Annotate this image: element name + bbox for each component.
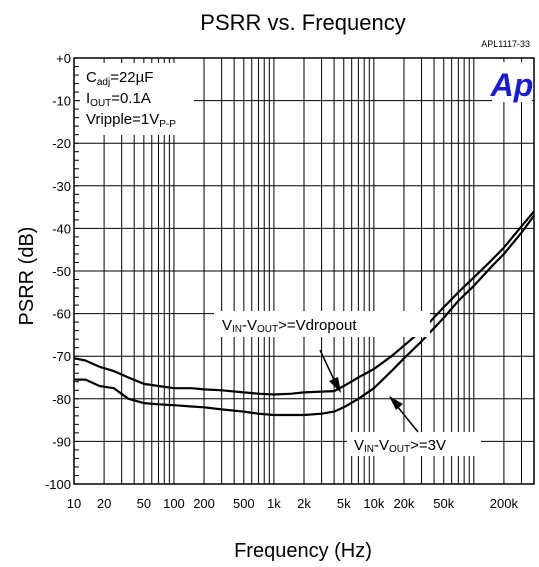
y-axis-label: PSRR (dB) bbox=[16, 227, 38, 326]
y-tick-label: -20 bbox=[52, 136, 71, 151]
annotation-dropout-arrow bbox=[319, 349, 336, 383]
y-tick-labels: +0 -10 -20 -30 -40 -50 -60 -70 -80 -90 -100 bbox=[45, 51, 71, 492]
x-tick-label: 500 bbox=[233, 496, 255, 511]
plot-frame bbox=[73, 57, 535, 485]
series-line-1 bbox=[73, 210, 535, 396]
y-tick-label: -10 bbox=[52, 94, 71, 109]
x-tick-label: 10 bbox=[67, 496, 81, 511]
x-tick-label: 50 bbox=[137, 496, 151, 511]
condition-vripple: Vripple=1VP-P bbox=[86, 111, 176, 130]
x-tick-label: 10k bbox=[363, 496, 384, 511]
annotation-3v-box bbox=[347, 432, 481, 456]
x-axis-label: Frequency (Hz) bbox=[234, 540, 372, 562]
y-tick-label: -30 bbox=[52, 179, 71, 194]
y-tick-label: -90 bbox=[52, 434, 71, 449]
x-tick-label: 200 bbox=[193, 496, 215, 511]
x-tick-label: 50k bbox=[433, 496, 454, 511]
series-line-2 bbox=[74, 214, 535, 417]
condition-iout: IOUT=0.1A bbox=[86, 90, 151, 109]
condition-cadj: Cadj=22µF bbox=[86, 69, 153, 88]
x-tick-label: 1k bbox=[267, 496, 281, 511]
company-logo: Ap bbox=[490, 67, 534, 103]
figure-ref: APL1117-33 bbox=[481, 39, 530, 49]
x-tick-label: 2k bbox=[297, 496, 311, 511]
annotation-3v-arrow bbox=[396, 405, 419, 433]
x-tick-labels: 10 20 50 100 200 500 1k 2k 5k 10k 20k 50k 200k bbox=[67, 496, 519, 511]
x-tick-label: 20k bbox=[393, 496, 414, 511]
annotation-dropout-arrowhead bbox=[329, 377, 341, 393]
annotation-3v: VIN-VOUT>=3V bbox=[354, 437, 446, 455]
x-tick-label: 5k bbox=[337, 496, 351, 511]
logo-background bbox=[492, 62, 532, 102]
y-tick-label: -70 bbox=[52, 349, 71, 364]
x-tick-label: 200k bbox=[490, 496, 519, 511]
series-layer bbox=[73, 210, 535, 417]
y-tick-label: -100 bbox=[45, 477, 71, 492]
y-tick-label: -50 bbox=[52, 264, 71, 279]
conditions-box bbox=[80, 63, 194, 135]
x-tick-label: 100 bbox=[163, 496, 185, 511]
y-tick-label: +0 bbox=[56, 51, 71, 66]
annotation-dropout-box bbox=[214, 311, 430, 337]
annotation-dropout: VIN-VOUT>=Vdropout bbox=[222, 317, 357, 335]
x-tick-label: 20 bbox=[97, 496, 111, 511]
chart-title: PSRR vs. Frequency bbox=[200, 10, 405, 35]
annotation-3v-arrowhead bbox=[389, 396, 403, 410]
y-tick-label: -60 bbox=[52, 307, 71, 322]
y-tick-label: -40 bbox=[52, 221, 71, 236]
y-tick-label: -80 bbox=[52, 392, 71, 407]
